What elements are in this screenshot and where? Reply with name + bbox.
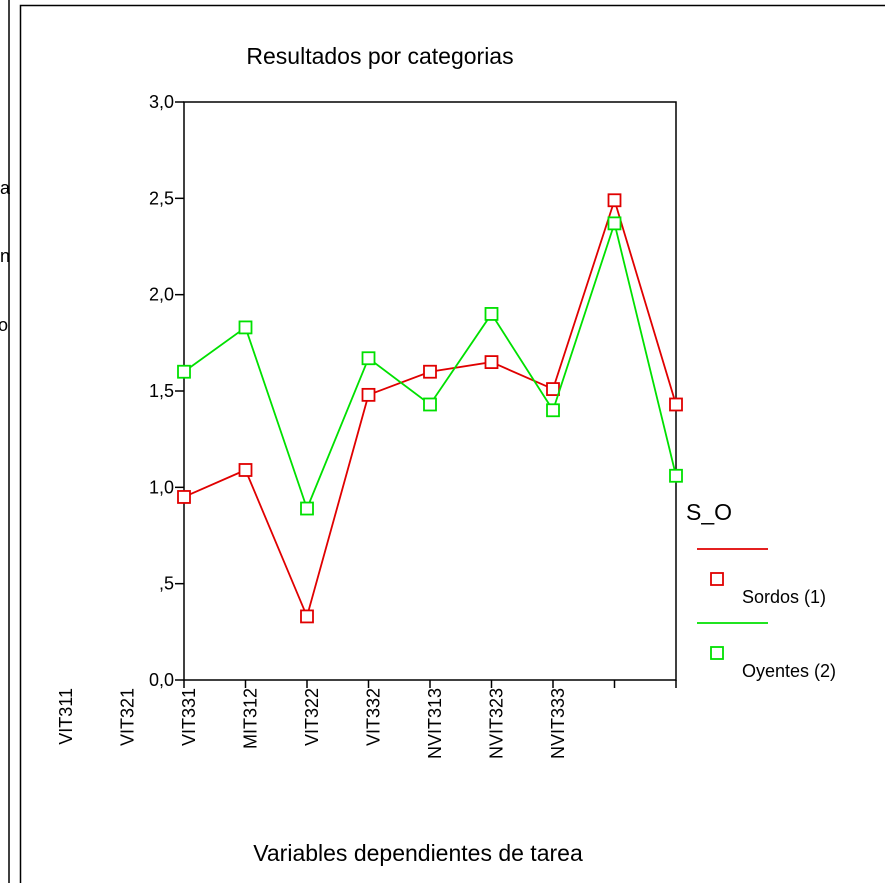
x-tick-label: VIT331	[179, 688, 199, 746]
x-tick-label: VIT311	[56, 688, 76, 745]
y-tick-label: 1,5	[149, 381, 174, 401]
legend-marker	[711, 647, 723, 659]
marker	[547, 404, 559, 416]
x-tick-label: NVIT333	[548, 688, 568, 759]
marker	[670, 398, 682, 410]
left-fragment: o	[0, 315, 8, 335]
marker	[670, 470, 682, 482]
y-tick-label: 2,0	[149, 285, 174, 305]
x-tick-label: NVIT313	[425, 688, 445, 759]
legend-label: Sordos (1)	[742, 587, 826, 607]
x-tick-label: VIT321	[118, 688, 138, 746]
marker	[301, 503, 313, 515]
x-tick-label: MIT312	[241, 688, 261, 749]
chart-frame	[21, 6, 885, 884]
marker	[363, 352, 375, 364]
marker	[609, 194, 621, 206]
y-tick-label: 3,0	[149, 92, 174, 112]
marker	[240, 464, 252, 476]
marker	[363, 389, 375, 401]
marker	[486, 356, 498, 368]
y-tick-label: 0,0	[149, 670, 174, 690]
x-tick-label: VIT332	[364, 688, 384, 746]
plot-area	[184, 102, 676, 680]
x-tick-label: VIT322	[302, 688, 322, 746]
legend-marker	[711, 573, 723, 585]
x-axis-label: Variables dependientes de tarea	[253, 840, 583, 866]
legend-title: S_O	[686, 499, 732, 525]
x-tick-label: NVIT323	[487, 688, 507, 759]
y-tick-label: 1,0	[149, 477, 174, 497]
marker	[424, 366, 436, 378]
legend-label: Oyentes (2)	[742, 661, 836, 681]
marker	[547, 383, 559, 395]
marker	[240, 321, 252, 333]
left-fragment: a	[0, 178, 11, 198]
left-fragment: n	[0, 246, 10, 266]
y-tick-label: 2,5	[149, 188, 174, 208]
marker	[486, 308, 498, 320]
marker	[609, 217, 621, 229]
y-tick-label: ,5	[159, 574, 174, 594]
marker	[301, 610, 313, 622]
chart-title: Resultados por categorias	[246, 43, 513, 69]
marker	[424, 398, 436, 410]
marker	[178, 491, 190, 503]
marker	[178, 366, 190, 378]
